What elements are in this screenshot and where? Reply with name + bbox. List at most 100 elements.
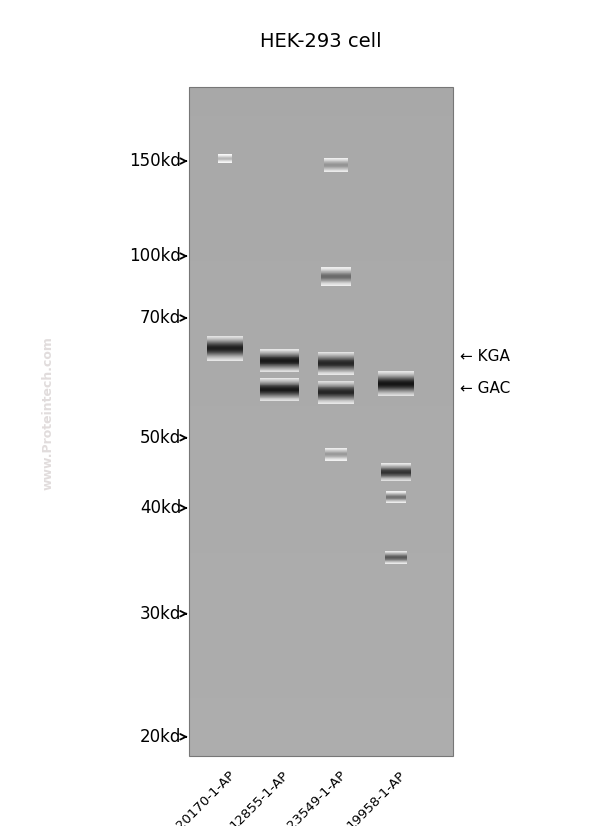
Bar [189,202,453,205]
Bar [189,122,453,125]
Bar [189,559,453,562]
Bar [189,459,453,462]
Bar [189,504,453,506]
Bar [189,363,453,365]
Bar [189,724,453,727]
Bar [189,292,453,294]
Bar [189,107,453,109]
Text: 40kd: 40kd [140,499,181,517]
Bar [189,439,453,441]
Bar [189,160,453,163]
Bar [189,433,453,434]
Bar [189,453,453,454]
Bar [189,702,453,705]
Bar [189,87,453,756]
Bar [189,424,453,425]
Bar [189,499,453,501]
Bar [189,377,453,379]
Bar [189,631,453,633]
Bar [189,729,453,731]
Bar [189,401,453,403]
Bar [189,671,453,673]
Bar [189,660,453,662]
Bar [189,501,453,504]
Text: 19958-1-AP: 19958-1-AP [344,768,408,826]
Bar [189,584,453,586]
Bar [189,551,453,553]
Bar [189,269,453,272]
Text: 70kd: 70kd [140,309,181,327]
Bar [189,330,453,332]
Bar [189,163,453,165]
Bar [189,470,453,472]
Bar [189,497,453,499]
Bar [189,135,453,138]
Bar [189,134,453,135]
Bar [189,234,453,236]
Bar [189,361,453,363]
Bar [189,508,453,510]
Bar [189,686,453,689]
Bar [189,421,453,424]
Bar [189,386,453,388]
Bar [189,553,453,555]
Bar [189,466,453,468]
Bar [189,285,453,287]
Bar [189,316,453,319]
Bar [189,640,453,642]
Bar [189,187,453,189]
Bar [189,602,453,604]
Bar [189,150,453,151]
Bar [189,140,453,142]
Bar [189,539,453,542]
Bar [189,399,453,401]
Bar [189,392,453,395]
Bar [189,434,453,437]
Bar [189,180,453,183]
Bar [189,263,453,265]
Bar [189,306,453,307]
Bar [189,656,453,657]
Text: 12855-1-AP: 12855-1-AP [227,768,291,826]
Bar [189,209,453,211]
Bar [189,383,453,386]
Bar [189,169,453,172]
Bar [189,462,453,463]
Bar [189,96,453,97]
Bar [189,89,453,91]
Bar [189,450,453,453]
Bar [189,747,453,749]
Bar [189,167,453,169]
Bar [189,415,453,417]
Bar [189,403,453,406]
Bar [189,695,453,698]
Bar [189,176,453,178]
Bar [189,535,453,537]
Bar [189,544,453,546]
Bar [189,116,453,118]
Bar [189,256,453,259]
Bar [189,463,453,466]
Bar [189,274,453,276]
Bar [189,454,453,457]
Bar [189,718,453,720]
Bar [189,252,453,254]
Bar [189,172,453,173]
Bar [189,189,453,192]
Bar [189,573,453,575]
Bar [189,606,453,609]
Bar [189,542,453,544]
Bar [189,593,453,596]
Bar [189,373,453,374]
Bar [189,484,453,486]
Bar [189,740,453,743]
Bar [189,109,453,112]
Bar [189,693,453,695]
Bar [189,301,453,303]
Bar [189,410,453,412]
Bar [189,526,453,529]
Bar [189,610,453,613]
Bar [189,419,453,421]
Bar [189,515,453,517]
Bar [189,164,453,167]
